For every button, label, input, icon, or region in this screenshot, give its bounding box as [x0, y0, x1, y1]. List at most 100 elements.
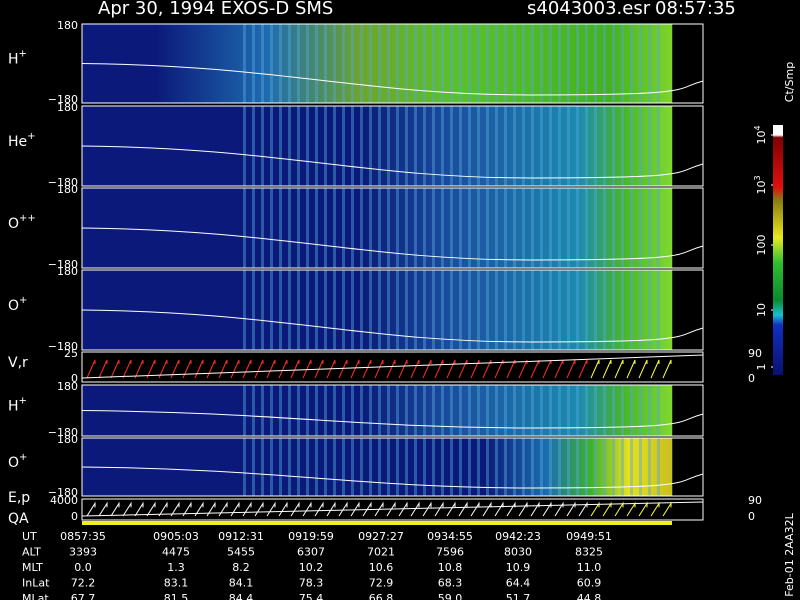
marker: [350, 501, 360, 517]
marker: [182, 501, 192, 517]
marker: [662, 359, 672, 379]
y-tick-label: −180: [48, 176, 78, 189]
marker: [278, 359, 288, 379]
cell: 1.3: [167, 561, 185, 574]
panel-label: O+: [8, 295, 27, 314]
marker: [542, 359, 552, 379]
cell: 60.9: [577, 577, 602, 590]
trace: [81, 354, 704, 379]
marker: [398, 359, 408, 379]
marker: [194, 359, 204, 379]
marker: [338, 359, 348, 379]
marker: [182, 359, 192, 379]
cell: 83.1: [164, 577, 189, 590]
panel-label-text: V,r: [8, 355, 28, 371]
marker: [470, 359, 480, 379]
cell: 0912:31: [218, 530, 264, 543]
colorbar-tick-label: 103: [753, 175, 769, 194]
colorbar-tick-text: 1: [755, 364, 768, 371]
marker: [374, 359, 384, 379]
y-tick-label: −180: [48, 93, 78, 106]
colorbar-tick-text: 10: [755, 303, 768, 317]
time: 08:57:35: [655, 0, 736, 19]
panel-texture: [242, 24, 662, 103]
cell: 0942:23: [495, 530, 541, 543]
y2-tick-label: 0: [748, 510, 755, 523]
marker: [350, 359, 360, 379]
marker: [602, 359, 612, 379]
marker: [254, 359, 264, 379]
marker: [626, 359, 636, 379]
marker: [326, 359, 336, 379]
cell: 8325: [575, 546, 603, 559]
marker: [422, 501, 432, 517]
cell: 10.6: [369, 561, 394, 574]
y2-tick-label: 90: [748, 347, 762, 360]
marker: [566, 501, 576, 517]
cell: 67.7: [71, 592, 96, 600]
cell: 10.8: [438, 561, 463, 574]
y-tick-label: 0: [71, 372, 78, 385]
trace: [81, 309, 704, 343]
cell: 0934:55: [427, 530, 473, 543]
marker: [218, 359, 228, 379]
colorbar-title: Ct/Smp: [783, 62, 796, 102]
marker: [338, 501, 348, 517]
marker: [110, 359, 120, 379]
marker: [170, 501, 180, 517]
panel-label: H+: [8, 396, 27, 415]
footer: Feb-01 2AA32L: [783, 512, 796, 596]
cell: 10.9: [506, 561, 531, 574]
marker: [98, 359, 108, 379]
y-tick-label: 180: [57, 265, 78, 278]
marker: [434, 359, 444, 379]
cell: 7021: [367, 546, 395, 559]
y-tick-label: 0: [71, 510, 78, 523]
marker: [554, 501, 564, 517]
y2-tick-label: 0: [748, 372, 755, 385]
row-label: MLat: [22, 592, 49, 600]
marker: [518, 359, 528, 379]
marker: [398, 501, 408, 517]
marker: [410, 501, 420, 517]
panel-frame: [81, 437, 704, 497]
marker: [134, 501, 144, 517]
marker: [590, 501, 600, 517]
marker: [446, 501, 456, 517]
marker: [206, 501, 216, 517]
marker: [434, 501, 444, 517]
panel-label: O+: [8, 452, 27, 471]
cell: 78.3: [299, 577, 324, 590]
marker: [134, 359, 144, 379]
marker: [314, 359, 324, 379]
marker: [314, 501, 324, 517]
cell: 59.0: [438, 592, 463, 600]
cell: 0919:59: [288, 530, 334, 543]
y-tick-label: −180: [48, 426, 78, 439]
panel-label: E,p: [8, 490, 30, 506]
cell: 8030: [504, 546, 532, 559]
row-label: InLat: [22, 577, 50, 590]
colorbar-tick-label: 104: [753, 125, 769, 144]
panel-label-text: E,p: [8, 490, 30, 506]
file-name: s4043003.esr: [527, 0, 651, 19]
panel-label: He+: [8, 131, 36, 150]
trace: [81, 410, 704, 429]
colorbar-tick-label: 100: [755, 235, 768, 256]
panel-label-text: He: [8, 134, 27, 150]
panel-frame: [81, 351, 704, 383]
marker: [290, 359, 300, 379]
cell: 0905:03: [153, 530, 199, 543]
colorbar-tick-sup: 4: [753, 125, 762, 130]
marker: [302, 359, 312, 379]
y-tick-label: 180: [57, 433, 78, 446]
marker: [662, 501, 672, 517]
y-tick-label: −180: [48, 486, 78, 499]
marker: [470, 501, 480, 517]
colorbar-tick-label: 10: [755, 303, 768, 317]
marker: [386, 359, 396, 379]
cell: 51.7: [506, 592, 531, 600]
panel-texture: [242, 385, 662, 436]
cell: 75.4: [299, 592, 324, 600]
cell: 68.3: [438, 577, 463, 590]
